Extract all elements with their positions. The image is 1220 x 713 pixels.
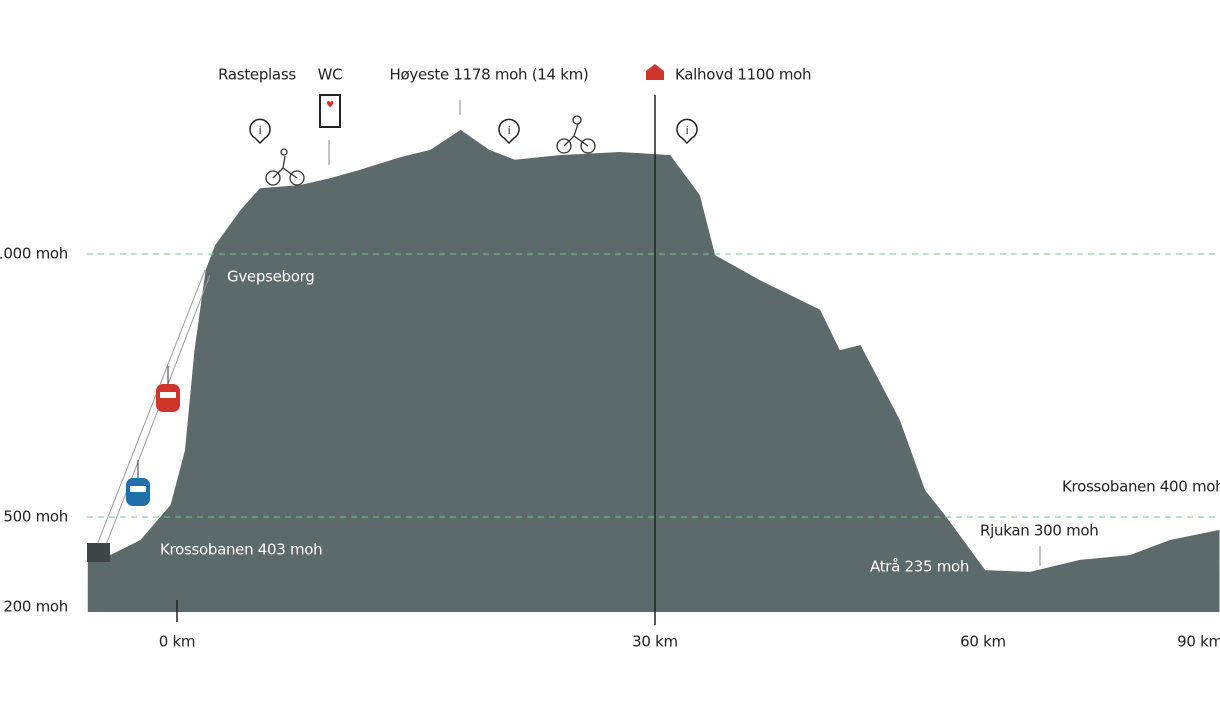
gondola-blue	[126, 460, 150, 506]
annotation: Rjukan 300 moh	[980, 522, 1098, 540]
y-tick-label: 1000 moh	[0, 245, 68, 263]
x-tick-label: 60 km	[960, 633, 1006, 651]
heart: ♥	[326, 101, 334, 111]
elevation-area	[87, 129, 1220, 612]
annotation: Atrå 235 moh	[870, 558, 969, 576]
annotation: Gvepseborg	[227, 268, 314, 286]
annotation: Krossobanen 400 moh	[1062, 478, 1220, 496]
wc-icon	[319, 94, 341, 128]
bike-icons	[265, 115, 596, 186]
x-tick-label: 90 km	[1177, 633, 1220, 651]
cable	[96, 269, 206, 546]
cable	[105, 274, 211, 546]
svg-text:i: i	[259, 124, 262, 137]
y-tick-label: 500 moh	[3, 508, 68, 526]
annotation: Høyeste 1178 moh (14 km)	[390, 66, 589, 84]
decorations: ♥ i i i	[87, 64, 1041, 566]
gondola-red	[156, 366, 180, 412]
x-tick-label: 30 km	[632, 633, 678, 651]
svg-text:i: i	[686, 124, 689, 137]
x-tick-label: 0 km	[159, 633, 195, 651]
info-pins	[249, 118, 698, 145]
annotation: Rasteplass	[218, 66, 296, 84]
info-i: i i i	[259, 124, 689, 137]
annotation: WC	[318, 66, 343, 84]
station	[87, 543, 110, 562]
annotation: Krossobanen 403 moh	[160, 541, 322, 559]
svg-text:i: i	[508, 124, 511, 137]
house-icon	[646, 64, 664, 80]
y-tick-label: 200 moh	[3, 598, 68, 616]
annotation: Kalhovd 1100 moh	[675, 66, 811, 84]
